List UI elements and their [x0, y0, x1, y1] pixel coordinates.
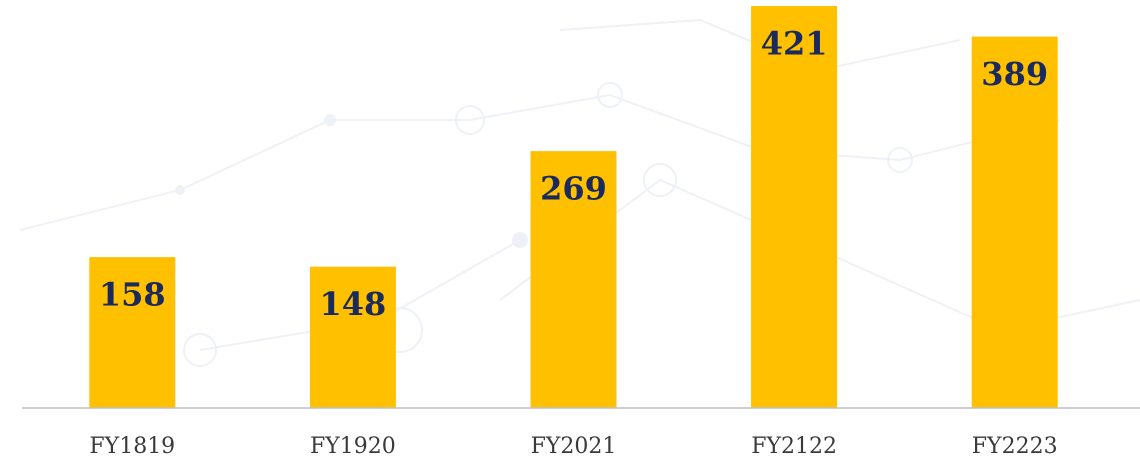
value-label: 389: [981, 55, 1048, 93]
x-tick-label: FY2223: [972, 434, 1058, 459]
value-label: 148: [320, 285, 387, 323]
value-label: 158: [99, 276, 166, 314]
x-tick-label: FY1920: [310, 434, 396, 459]
bar: [751, 6, 838, 408]
bar: [971, 36, 1058, 409]
x-tick-label: FY2021: [531, 434, 617, 459]
value-label: 269: [540, 170, 607, 208]
bar: [530, 151, 617, 408]
bar: [309, 266, 396, 408]
x-tick-label: FY1819: [89, 434, 175, 459]
x-tick-label: FY2122: [751, 434, 837, 459]
bar: [89, 257, 176, 408]
value-label: 421: [761, 25, 828, 63]
